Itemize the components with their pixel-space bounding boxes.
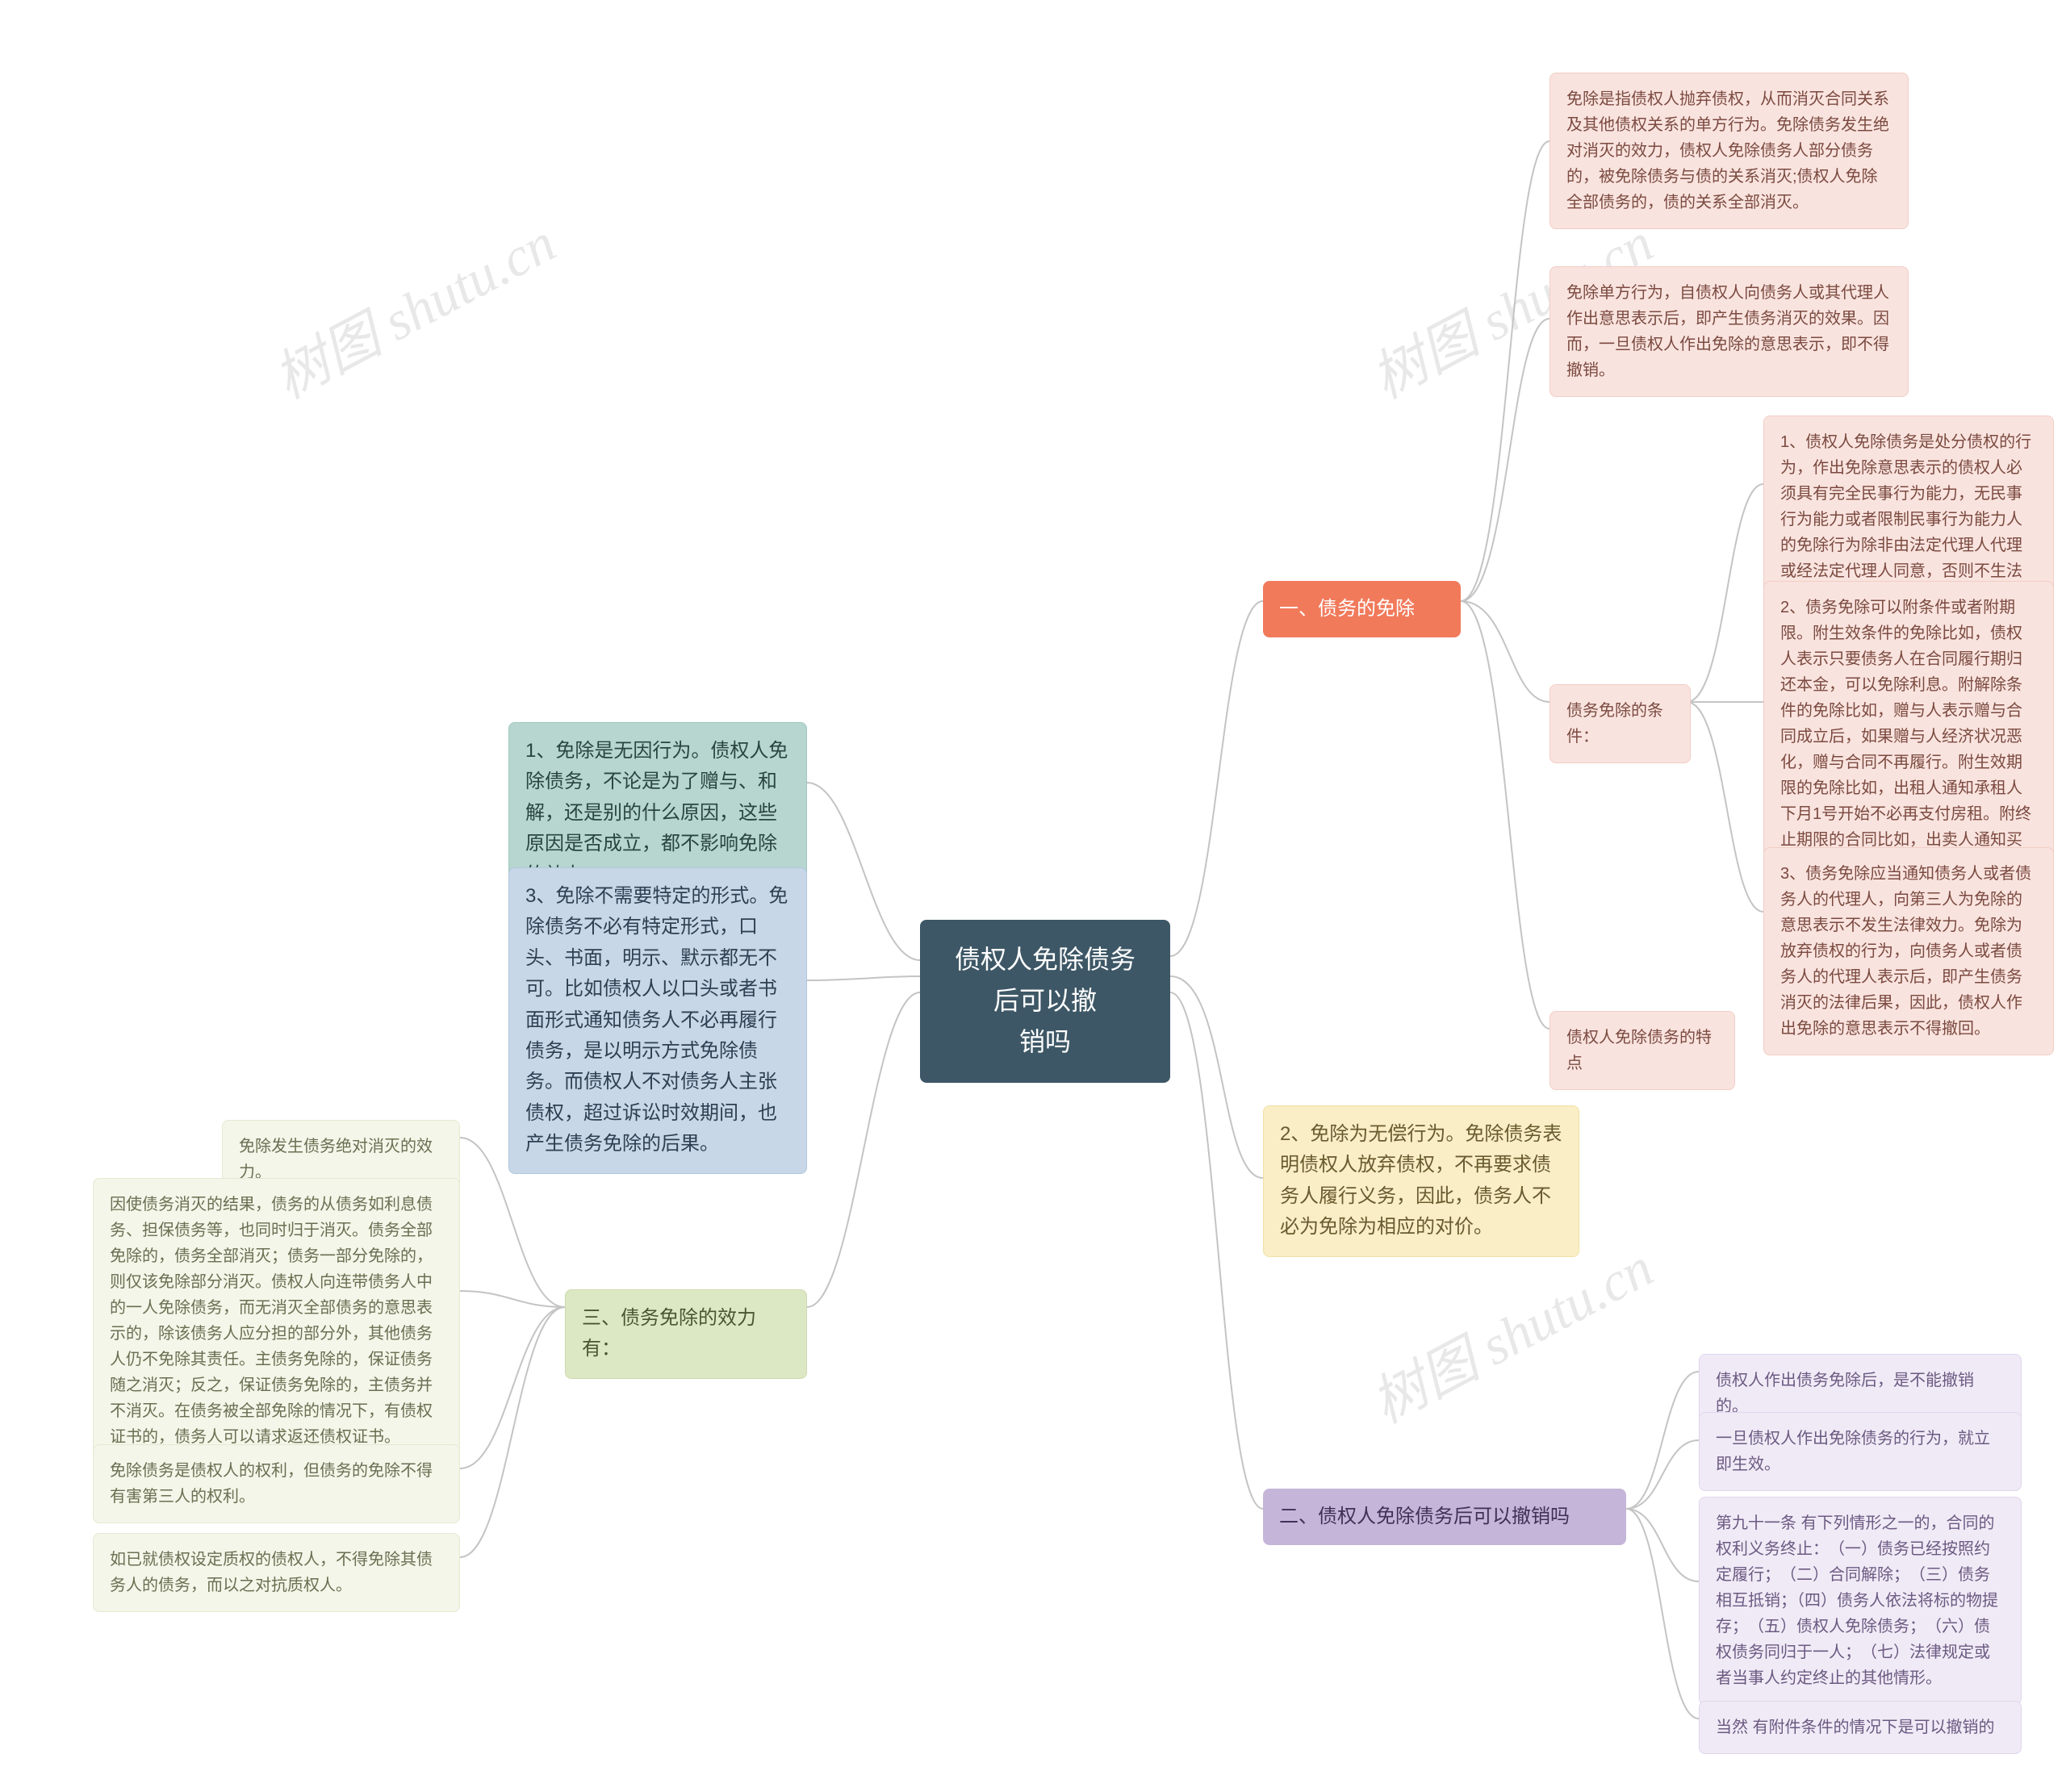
root-node: 债权人免除债务后可以撤销吗 — [920, 920, 1170, 1083]
purple-child-4: 当然 有附件条件的情况下是可以撤销的 — [1699, 1701, 2022, 1754]
efficacy-2: 因使债务消灭的结果，债务的从债务如利息债务、担保债务等，也同时归于消灭。债务全部… — [93, 1178, 460, 1464]
section-2-title: 二、债权人免除债务后可以撤销吗 — [1263, 1489, 1626, 1545]
purple-child-3: 第九十一条 有下列情形之一的，合同的权利义务终止： （一）债务已经按照约定履行；… — [1699, 1497, 2022, 1705]
trait-label: 债权人免除债务的特点 — [1550, 1011, 1735, 1090]
efficacy-3: 免除债务是债权人的权利，但债务的免除不得有害第三人的权利。 — [93, 1444, 460, 1523]
left-section-3-title: 三、债务免除的效力有： — [565, 1289, 807, 1379]
salmon-def-2: 免除单方行为，自债权人向债务人或其代理人作出意思表示后，即产生债务消灭的效果。因… — [1550, 266, 1909, 397]
point-2-yellow: 2、免除为无偿行为。免除债务表明债权人放弃债权，不再要求债务人履行义务，因此，债… — [1263, 1105, 1579, 1257]
cond-label: 债务免除的条件： — [1550, 684, 1691, 763]
left-point-3: 3、免除不需要特定的形式。免除债务不必有特定形式，口头、书面，明示、默示都无不可… — [508, 867, 807, 1174]
section-1-title: 一、债务的免除 — [1263, 581, 1461, 637]
efficacy-4: 如已就债权设定质权的债权人，不得免除其债务人的债务，而以之对抗质权人。 — [93, 1533, 460, 1612]
watermark: 树图 shutu.cn — [257, 198, 567, 414]
salmon-def-1: 免除是指债权人抛弃债权，从而消灭合同关系及其他债权关系的单方行为。免除债务发生绝… — [1550, 73, 1909, 229]
purple-child-2: 一旦债权人作出免除债务的行为，就立即生效。 — [1699, 1412, 2022, 1491]
cond-3: 3、债务免除应当通知债务人或者债务人的代理人，向第三人为免除的意思表示不发生法律… — [1763, 847, 2054, 1055]
